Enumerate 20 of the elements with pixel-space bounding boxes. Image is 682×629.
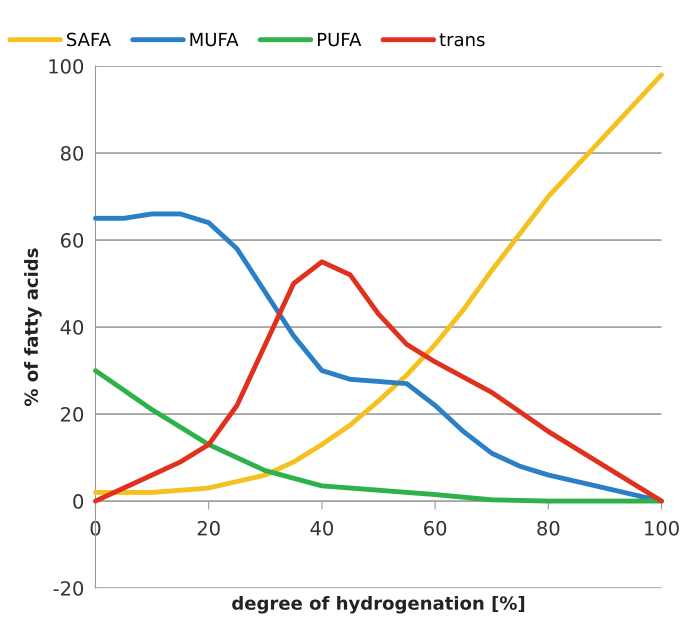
x-tick-label: 40 [310, 520, 333, 536]
y-tick-label: -20 [54, 581, 84, 596]
x-tick-label: 100 [645, 520, 679, 536]
y-tick-label: 0 [73, 494, 84, 509]
x-tick-label: 60 [424, 520, 446, 536]
x-tick-label: 80 [537, 520, 560, 536]
y-tick-label: 20 [61, 407, 84, 422]
y-axis-title: % of fatty acids [24, 248, 42, 406]
y-tick-label: 80 [60, 146, 84, 161]
x-tick-label: 20 [198, 520, 220, 536]
legend-label: MUFA [190, 32, 238, 46]
line-series [93, 72, 664, 495]
legend-label: PUFA [318, 32, 362, 46]
legend-label: SAFA [67, 32, 111, 46]
y-tick-label: 40 [60, 320, 84, 335]
y-tick-label: 60 [60, 233, 84, 248]
x-tick-label: 0 [90, 520, 100, 536]
legend-label: trans [440, 33, 485, 46]
x-axis-title: degree of hydrogenation [%] [232, 596, 524, 614]
y-tick-label: 100 [49, 59, 84, 74]
